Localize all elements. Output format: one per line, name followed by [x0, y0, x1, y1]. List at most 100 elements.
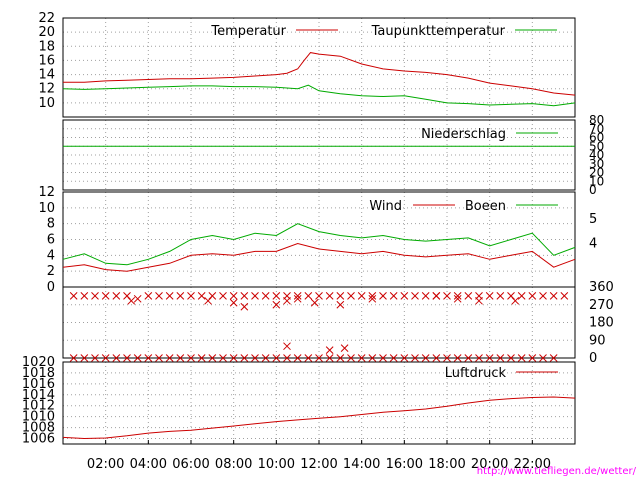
direction-point: [80, 292, 89, 300]
y-tick-label-pressure: 1016: [22, 377, 55, 392]
source-url-link[interactable]: http://www.tiefliegen.de/wetter/: [477, 466, 637, 477]
direction-point: [389, 354, 398, 362]
x-tick-label: 20:00: [471, 457, 508, 472]
direction-point-stroke: [261, 354, 270, 362]
direction-point-stroke: [315, 292, 323, 300]
direction-point-stroke: [325, 354, 334, 362]
direction-point: [187, 354, 195, 362]
direction-point-stroke: [304, 354, 313, 362]
direction-point-stroke: [144, 354, 153, 362]
direction-point: [528, 354, 537, 362]
legend-label-wind: Wind: [369, 199, 402, 214]
direction-point-stroke: [283, 296, 291, 305]
direction-point: [453, 292, 462, 300]
direction-point-stroke: [432, 354, 441, 362]
direction-point-stroke: [187, 354, 195, 362]
direction-point-stroke: [347, 354, 355, 362]
direction-point-stroke: [539, 292, 547, 300]
direction-point: [347, 354, 355, 362]
direction-point-stroke: [443, 354, 451, 362]
direction-point: [229, 354, 238, 362]
direction-point-stroke: [219, 354, 227, 362]
direction-point-stroke: [368, 292, 377, 300]
direction-point: [304, 292, 313, 300]
y-tick-label-wind: 4: [47, 248, 55, 263]
y-tick-label-wind_direction: 270: [589, 298, 614, 313]
direction-point-stroke: [379, 354, 387, 362]
direction-point-stroke: [496, 354, 505, 362]
direction-point: [293, 354, 302, 362]
direction-point-stroke: [507, 292, 515, 300]
direction-point-stroke: [165, 292, 174, 300]
direction-point-stroke: [272, 354, 281, 362]
direction-point-stroke: [251, 354, 259, 362]
direction-point-stroke: [229, 354, 238, 362]
direction-point: [204, 296, 212, 305]
direction-point: [101, 292, 110, 300]
direction-point: [155, 354, 163, 362]
direction-point: [496, 292, 505, 300]
direction-point-stroke: [283, 342, 291, 351]
direction-point: [325, 346, 334, 354]
direction-point: [69, 354, 78, 362]
legend-wind: Wind Boeen: [369, 199, 558, 214]
legend-label-luftdruck: Luftdruck: [445, 366, 507, 381]
direction-point-stroke: [475, 296, 483, 305]
direction-point-stroke: [101, 292, 110, 300]
direction-point-stroke: [315, 354, 323, 362]
series-line-boeen: [62, 223, 576, 266]
direction-point: [272, 354, 281, 362]
direction-point: [240, 354, 249, 362]
y-tick-label-precipitation: 20: [589, 166, 604, 180]
direction-point-stroke: [549, 292, 558, 300]
direction-point-stroke: [208, 354, 217, 362]
direction-point: [485, 292, 494, 300]
direction-point: [400, 292, 409, 300]
direction-point: [219, 354, 227, 362]
direction-point-stroke: [464, 354, 473, 362]
y-tick-label-precipitation: 40: [589, 148, 604, 162]
direction-point-stroke: [219, 292, 227, 300]
x-tick-label: 06:00: [172, 457, 209, 472]
series-line-temperatur: [63, 52, 576, 96]
direction-point-stroke: [357, 292, 366, 300]
direction-point: [357, 354, 366, 362]
y-tick-label-precipitation: 60: [589, 131, 604, 145]
direction-point: [91, 354, 99, 362]
direction-point-stroke: [240, 302, 249, 311]
y-tick-label-wind_direction: 180: [589, 316, 614, 331]
direction-point-stroke: [389, 354, 398, 362]
direction-point: [240, 302, 249, 311]
direction-point: [133, 354, 142, 362]
direction-point-stroke: [69, 292, 78, 300]
direction-point: [187, 292, 195, 300]
direction-point-stroke: [336, 292, 345, 300]
direction-point-stroke: [340, 344, 349, 352]
y-tick-label-temperature: 18: [38, 39, 55, 54]
x-tick-label: 14:00: [343, 457, 380, 472]
direction-point-stroke: [485, 292, 494, 300]
y-tick-label-wind_direction: 360: [589, 280, 614, 295]
y-tick-label-wind: 6: [47, 233, 55, 248]
direction-point-stroke: [293, 294, 302, 303]
direction-point-stroke: [272, 300, 281, 309]
direction-point-stroke: [517, 354, 526, 362]
y-tick-label-pressure: 1018: [22, 366, 55, 381]
direction-point: [272, 292, 281, 300]
x-tick-label: 08:00: [215, 457, 252, 472]
direction-point: [240, 292, 249, 300]
y-tick-label-pressure: 1006: [22, 432, 55, 447]
direction-point-stroke: [229, 298, 238, 307]
direction-point: [112, 354, 121, 362]
direction-point: [464, 292, 473, 300]
direction-point: [229, 292, 238, 300]
direction-point-stroke: [443, 292, 451, 300]
direction-point-stroke: [69, 354, 78, 362]
legend-label-temperatur: Temperatur: [210, 24, 286, 39]
direction-point-stroke: [432, 292, 441, 300]
y-tick-label-temperature: 16: [38, 53, 55, 68]
direction-point: [165, 354, 174, 362]
direction-point-stroke: [112, 292, 121, 300]
direction-point-stroke: [272, 292, 281, 300]
